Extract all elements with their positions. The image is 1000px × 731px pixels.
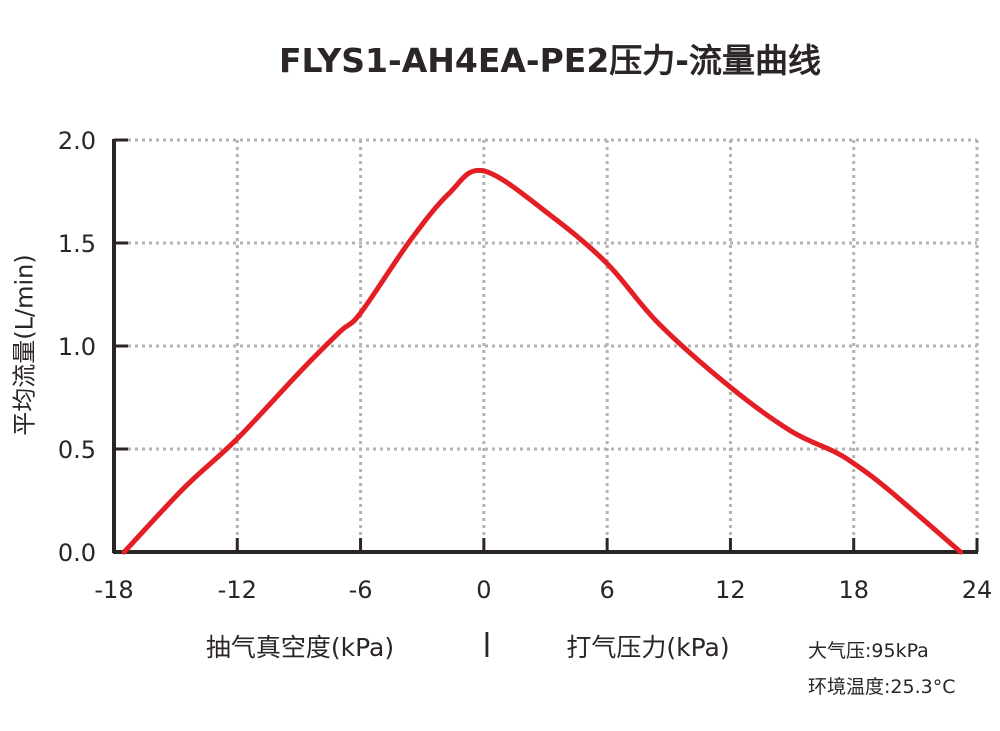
x-tick-label: 24 bbox=[962, 576, 993, 604]
y-tick-label: 0.5 bbox=[58, 436, 96, 464]
annotation-atmospheric-pressure: 大气压:95kPa bbox=[808, 640, 929, 662]
y-tick-label: 0.0 bbox=[58, 539, 96, 567]
y-tick-label: 1.5 bbox=[58, 230, 96, 258]
x-tick-label: 12 bbox=[715, 576, 746, 604]
x-tick-label: -18 bbox=[94, 576, 133, 604]
y-tick-label: 2.0 bbox=[58, 127, 96, 155]
x-tick-label: 6 bbox=[600, 576, 615, 604]
x-tick-label: 0 bbox=[476, 576, 491, 604]
x-tick-label: 18 bbox=[838, 576, 869, 604]
chart-title: FLYS1-AH4EA-PE2压力-流量曲线 bbox=[278, 41, 822, 80]
annotation-ambient-temperature: 环境温度:25.3°C bbox=[808, 676, 956, 698]
y-tick-label: 1.0 bbox=[58, 333, 96, 361]
flow-curve bbox=[121, 167, 964, 555]
x-tick-label: -6 bbox=[349, 576, 373, 604]
x-tick-label: -12 bbox=[218, 576, 257, 604]
x-axis-label-separator: | bbox=[482, 628, 492, 657]
x-axis-label-vacuum: 抽气真空度(kPa) bbox=[205, 633, 395, 662]
x-axis-label-pressure: 打气压力(kPa) bbox=[566, 633, 730, 662]
